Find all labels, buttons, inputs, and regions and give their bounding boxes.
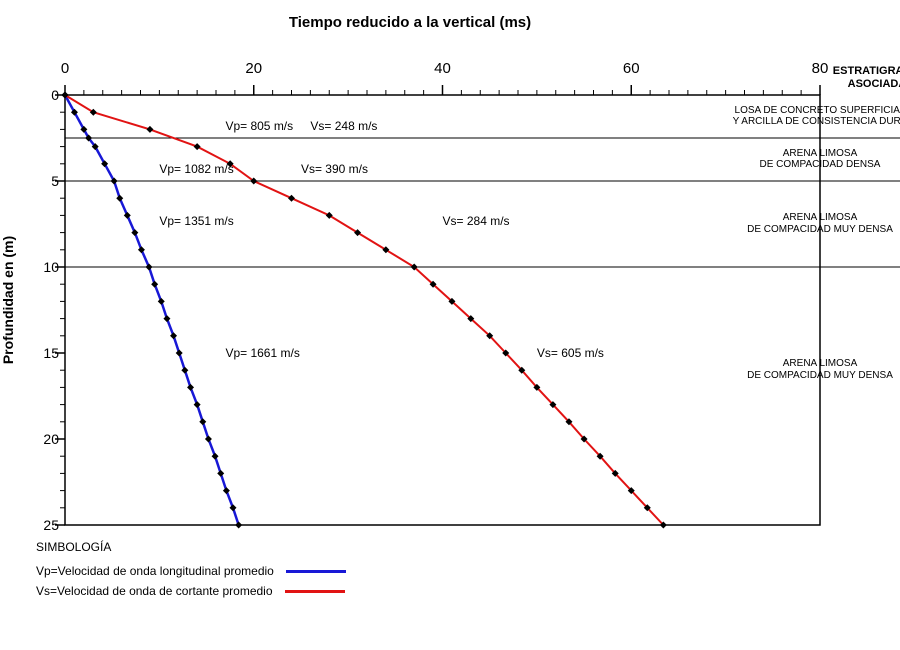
stratigraphy-label: ARENA LIMOSADE COMPACIDAD MUY DENSA (733, 212, 900, 235)
legend-row-vp: Vp=Velocidad de onda longitudinal promed… (36, 564, 346, 578)
stratigraphy-header: ESTRATIGRAFÍAASOCIADA (822, 65, 900, 90)
legend-row-vs: Vs=Velocidad de onda de cortante promedi… (36, 584, 346, 598)
annotation: Vs= 390 m/s (301, 162, 368, 176)
stratigraphy-label: ARENA LIMOSADE COMPACIDAD MUY DENSA (733, 358, 900, 381)
legend-label-vp: Vp=Velocidad de onda longitudinal promed… (36, 564, 274, 578)
stratigraphy-label: ARENA LIMOSADE COMPACIDAD DENSA (733, 148, 900, 171)
annotation: Vp= 805 m/s (225, 119, 293, 133)
annotation: Vp= 1661 m/s (225, 346, 299, 360)
annotation: Vs= 284 m/s (443, 214, 510, 228)
stratigraphy-label: LOSA DE CONCRETO SUPERFICIALY ARCILLA DE… (733, 105, 900, 128)
plot-area (65, 95, 820, 525)
annotation: Vp= 1351 m/s (159, 214, 233, 228)
xtick-0: 0 (61, 60, 69, 77)
legend-swatch-vp (286, 570, 346, 573)
y-axis-label: Profundidad en (m) (0, 236, 16, 364)
legend-label-vs: Vs=Velocidad de onda de cortante promedi… (36, 584, 273, 598)
xtick-3: 60 (623, 60, 640, 77)
xtick-1: 20 (245, 60, 262, 77)
plot-svg (65, 95, 820, 525)
annotation: Vs= 248 m/s (310, 119, 377, 133)
legend: SIMBOLOGÍA Vp=Velocidad de onda longitud… (36, 540, 346, 604)
legend-title: SIMBOLOGÍA (36, 540, 346, 554)
chart-page: Tiempo reducido a la vertical (ms) Profu… (0, 0, 900, 650)
chart-title: Tiempo reducido a la vertical (ms) (0, 14, 820, 31)
annotation: Vp= 1082 m/s (159, 162, 233, 176)
xtick-2: 40 (434, 60, 451, 77)
legend-swatch-vs (285, 590, 345, 593)
annotation: Vs= 605 m/s (537, 346, 604, 360)
